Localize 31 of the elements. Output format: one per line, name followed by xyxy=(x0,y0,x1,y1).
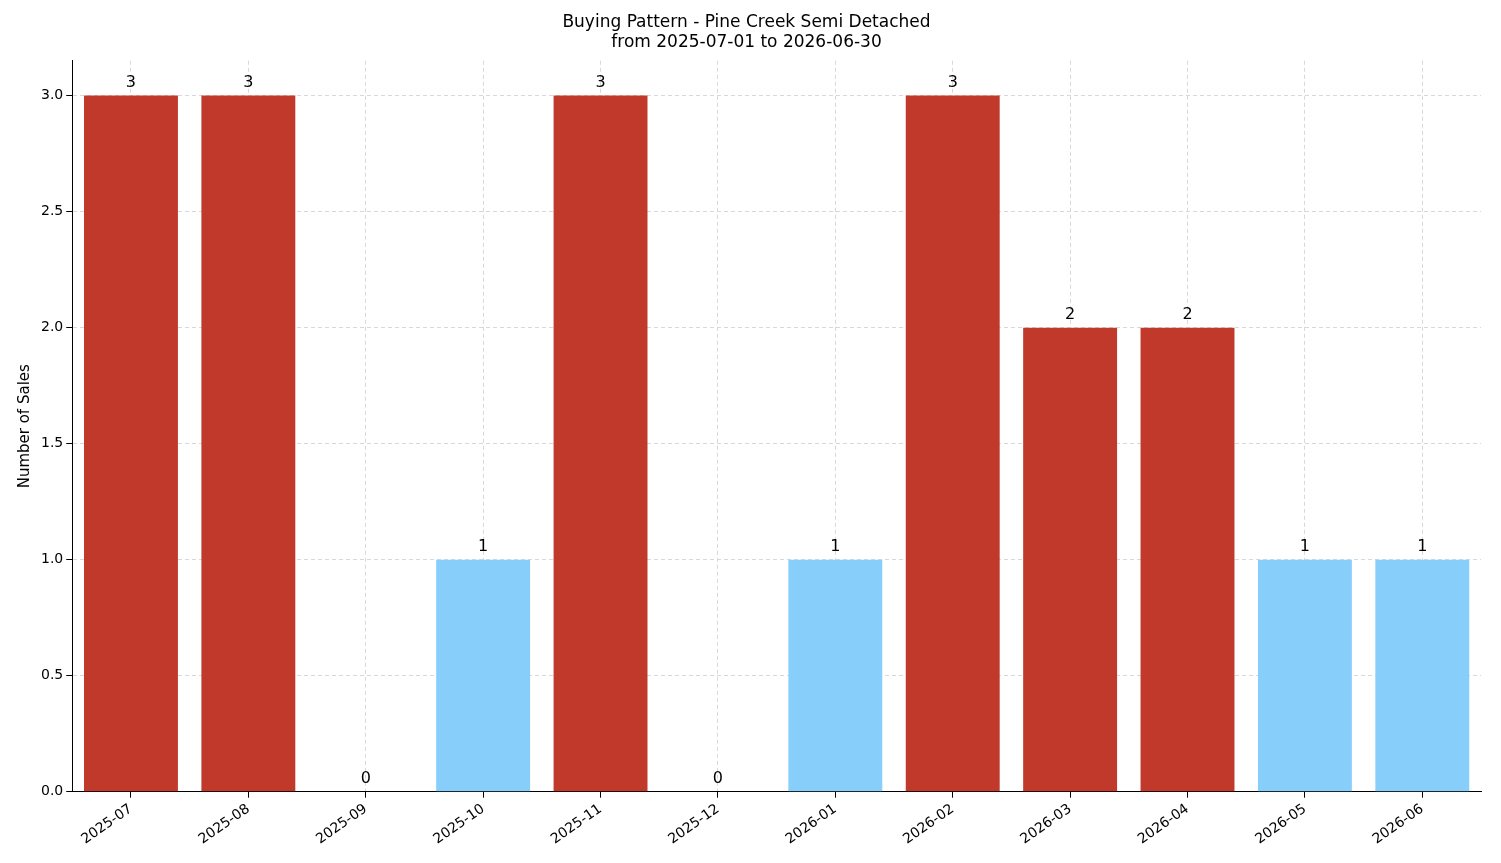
data-label: 3 xyxy=(947,71,958,91)
y-tick-label: 3.0 xyxy=(41,86,64,103)
data-label: 3 xyxy=(125,71,137,91)
y-tick-label: 0.5 xyxy=(41,666,64,683)
bar xyxy=(84,95,178,792)
bar xyxy=(201,95,296,792)
bar xyxy=(553,95,648,792)
bar xyxy=(1375,559,1470,792)
data-label: 1 xyxy=(478,535,489,555)
bar xyxy=(788,559,883,792)
y-axis-title: Number of Sales xyxy=(14,363,33,489)
data-label: 3 xyxy=(243,71,254,91)
data-label: 3 xyxy=(595,71,606,91)
y-tick-label: 0.0 xyxy=(41,782,64,799)
data-label: 2 xyxy=(1182,303,1193,323)
y-tick-label: 1.5 xyxy=(41,434,64,451)
data-label: 0 xyxy=(712,767,724,787)
y-tick-label: 2.0 xyxy=(41,318,64,335)
bar xyxy=(1023,327,1118,792)
data-label: 1 xyxy=(1417,535,1428,555)
data-label: 2 xyxy=(1065,303,1076,323)
chart-title: Buying Pattern - Pine Creek Semi Detached from 2025-07-01 to 2026-06-30 xyxy=(562,10,931,52)
bar xyxy=(436,559,531,792)
data-label: 1 xyxy=(1299,535,1310,555)
bar xyxy=(1140,327,1235,792)
data-label: 1 xyxy=(830,535,841,555)
y-tick-label: 1.0 xyxy=(41,550,64,567)
bar xyxy=(1257,559,1352,792)
bar xyxy=(905,95,1000,792)
data-label: 0 xyxy=(360,767,371,787)
y-tick-label: 2.5 xyxy=(41,202,64,219)
